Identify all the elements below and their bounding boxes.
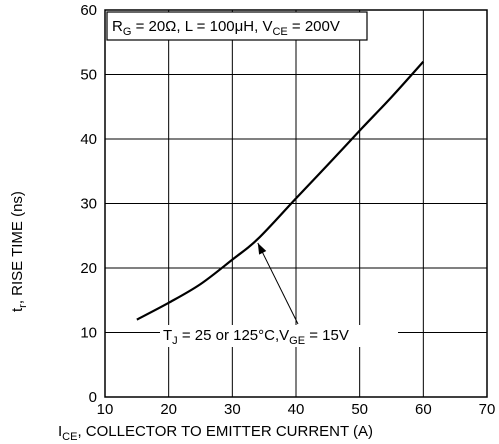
conditions-box bbox=[106, 11, 368, 41]
y-tick-label: 20 bbox=[80, 260, 97, 277]
x-tick-label: 60 bbox=[415, 401, 432, 418]
y-tick-label: 30 bbox=[80, 196, 97, 213]
y-tick-label: 10 bbox=[80, 325, 97, 342]
x-tick-label: 30 bbox=[224, 401, 241, 418]
x-tick-label: 70 bbox=[479, 401, 496, 418]
series-line bbox=[136, 60, 425, 321]
x-tick-label: 50 bbox=[351, 401, 368, 418]
annotation-background bbox=[160, 325, 398, 347]
x-tick-label: 20 bbox=[160, 401, 177, 418]
y-tick-label: 40 bbox=[80, 131, 97, 148]
y-tick-label: 0 bbox=[89, 389, 97, 406]
annotation-arrowhead bbox=[257, 242, 267, 255]
y-axis-label: tr, RISE TIME (ns) bbox=[9, 191, 29, 312]
annotation: TJ = 25 or 125°C,VGE = 15V bbox=[160, 242, 398, 347]
x-tick-label: 40 bbox=[288, 401, 305, 418]
annotation-text: TJ = 25 or 125°C,VGE = 15V bbox=[163, 327, 349, 347]
y-tick-label: 50 bbox=[80, 67, 97, 84]
x-tick-label: 10 bbox=[97, 401, 114, 418]
x-axis-label: ICE, COLLECTOR TO EMITTER CURRENT (A) bbox=[58, 423, 373, 443]
conditions-text: RG = 20Ω, L = 100μH, VCE = 200V bbox=[112, 18, 340, 38]
annotation-arrow bbox=[257, 242, 299, 325]
plot-frame bbox=[104, 9, 488, 398]
y-tick-label: 60 bbox=[80, 2, 97, 19]
conditions-legend: RG = 20Ω, L = 100μH, VCE = 200V bbox=[106, 11, 368, 41]
